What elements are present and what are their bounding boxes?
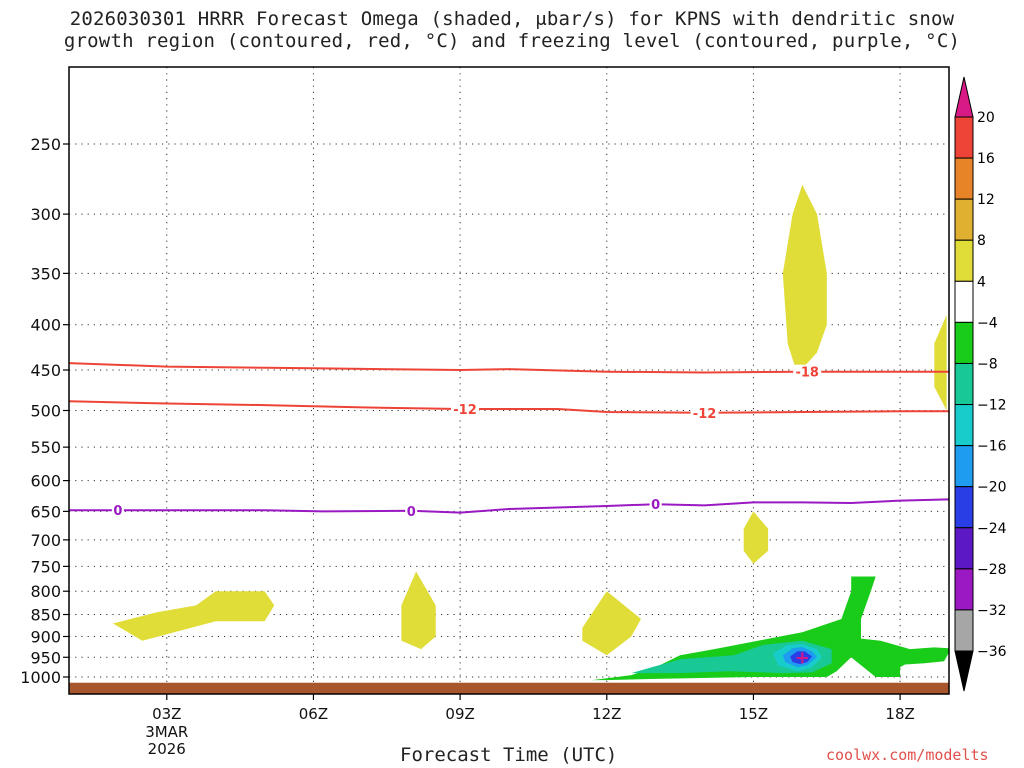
y-tick-label-950: 950 <box>30 648 61 667</box>
contour-label-2-1: 0 <box>407 505 416 520</box>
colorbar-label-3: 8 <box>977 233 986 249</box>
colorbar-label-4: 4 <box>977 274 986 290</box>
omega-region-2-4 <box>582 591 641 656</box>
title-line-2: growth region (contoured, red, °C) and f… <box>63 30 961 52</box>
colorbar: 20 16 12 8 4 −4 −8 −12 −16 −20 −24 −28 −32 −36 <box>954 76 1007 692</box>
colorbar-box-9 <box>954 486 974 529</box>
colorbar-label-7: −12 <box>977 398 1007 414</box>
x-tick-sublabel-1: 2026 <box>148 740 186 758</box>
colorbar-label-1: 16 <box>977 151 995 167</box>
minimum-marker: + <box>795 647 810 668</box>
colorbar-box-11 <box>954 568 974 611</box>
contour-label-bg-2-2 <box>649 497 662 512</box>
colorbar-box-8 <box>954 445 974 488</box>
contours: -18 -12 -12 0 0 0 <box>68 362 950 520</box>
contour-label-2-0: 0 <box>113 504 122 519</box>
contour-line-dgz-12 <box>68 400 949 414</box>
contour-label-bg-2-0 <box>111 503 124 518</box>
colorbar-label-8: −16 <box>977 439 1007 455</box>
terrain-ground <box>69 682 949 694</box>
credit-link[interactable]: coolwx.com/modelts <box>826 746 989 764</box>
colorbar-top-arrow <box>954 76 974 118</box>
y-axis: 250 300 350 400 450 500 550 600 650 700 750 800 850 9… <box>20 135 69 687</box>
contour-label-bg-1-0 <box>451 401 479 416</box>
y-tick-label-650: 650 <box>30 502 61 521</box>
colorbar-box-5 <box>954 321 974 364</box>
x-tick-label-15Z: 15Z <box>739 705 768 723</box>
colorbar-box-1 <box>954 157 974 200</box>
omega-region-6-m4 <box>592 576 949 681</box>
x-tick-sublabel-0: 3MAR <box>145 723 188 741</box>
colorbar-label-0: 20 <box>977 110 995 126</box>
colorbar-box-4 <box>954 280 974 323</box>
colorbar-box-7 <box>954 404 974 447</box>
x-tick-label-03Z: 03Z <box>152 705 181 723</box>
plot-frame <box>68 66 950 695</box>
contour-label-1-0: -12 <box>453 403 477 418</box>
omega-region-3-4 <box>743 511 769 564</box>
x-tick-label-12Z: 12Z <box>592 705 621 723</box>
colorbar-label-9: −20 <box>977 480 1007 496</box>
title-line-1: 2026030301 HRRR Forecast Omega (shaded, … <box>69 8 955 30</box>
y-tick-label-600: 600 <box>30 472 61 491</box>
y-tick-label-300: 300 <box>30 205 61 224</box>
colorbar-label-13: −36 <box>977 644 1007 660</box>
y-tick-label-900: 900 <box>30 627 61 646</box>
y-tick-label-350: 350 <box>30 264 61 283</box>
y-tick-label-250: 250 <box>30 135 61 154</box>
contour-label-1-1: -12 <box>693 407 717 422</box>
chart-title: 2026030301 HRRR Forecast Omega (shaded, … <box>0 8 1024 52</box>
colorbar-label-2: 12 <box>977 192 995 208</box>
y-tick-label-1000: 1000 <box>20 668 61 687</box>
omega-region-0-4 <box>113 591 275 641</box>
contour-line-freezing-0 <box>69 498 950 514</box>
colorbar-bottom-arrow <box>954 650 974 692</box>
colorbar-box-10 <box>954 527 974 570</box>
colorbar-label-10: −24 <box>977 521 1007 537</box>
omega-region-1-4 <box>401 571 436 650</box>
y-tick-label-400: 400 <box>30 316 61 335</box>
omega-region-4-4 <box>782 184 827 375</box>
colorbar-label-11: −28 <box>977 562 1007 578</box>
y-tick-label-750: 750 <box>30 557 61 576</box>
minimum-marker-group: + <box>795 647 810 668</box>
contour-line-dgz-18 <box>68 362 949 374</box>
omega-regions <box>113 184 949 681</box>
contour-label-2-2: 0 <box>651 498 660 513</box>
colorbar-box-2 <box>954 198 974 241</box>
contour-label-bg-1-1 <box>690 405 719 420</box>
colorbar-label-5: −4 <box>977 315 998 331</box>
y-tick-label-850: 850 <box>30 606 61 625</box>
x-tick-label-18Z: 18Z <box>885 705 914 723</box>
y-tick-label-500: 500 <box>30 402 61 421</box>
contour-label-bg-2-1 <box>405 503 418 518</box>
colorbar-box-0 <box>954 116 974 159</box>
colorbar-label-6: −8 <box>977 356 998 372</box>
contour-label-bg-0-0 <box>793 364 822 379</box>
omega-region-5-4 <box>934 315 947 411</box>
x-tick-label-09Z: 09Z <box>445 705 474 723</box>
y-tick-label-700: 700 <box>30 531 61 550</box>
colorbar-box-6 <box>954 362 974 406</box>
colorbar-box-12 <box>954 609 974 652</box>
colorbar-label-12: −32 <box>977 603 1007 619</box>
x-tick-label-06Z: 06Z <box>299 705 328 723</box>
contour-label-0-0: -18 <box>795 366 819 381</box>
y-tick-label-800: 800 <box>30 582 61 601</box>
x-axis-label: Forecast Time (UTC) <box>400 744 618 766</box>
omega-region-10-m20 <box>790 651 813 665</box>
colorbar-box-3 <box>954 239 974 282</box>
terrain-band <box>69 682 949 694</box>
y-tick-label-550: 550 <box>30 438 61 457</box>
y-tick-label-450: 450 <box>30 361 61 380</box>
